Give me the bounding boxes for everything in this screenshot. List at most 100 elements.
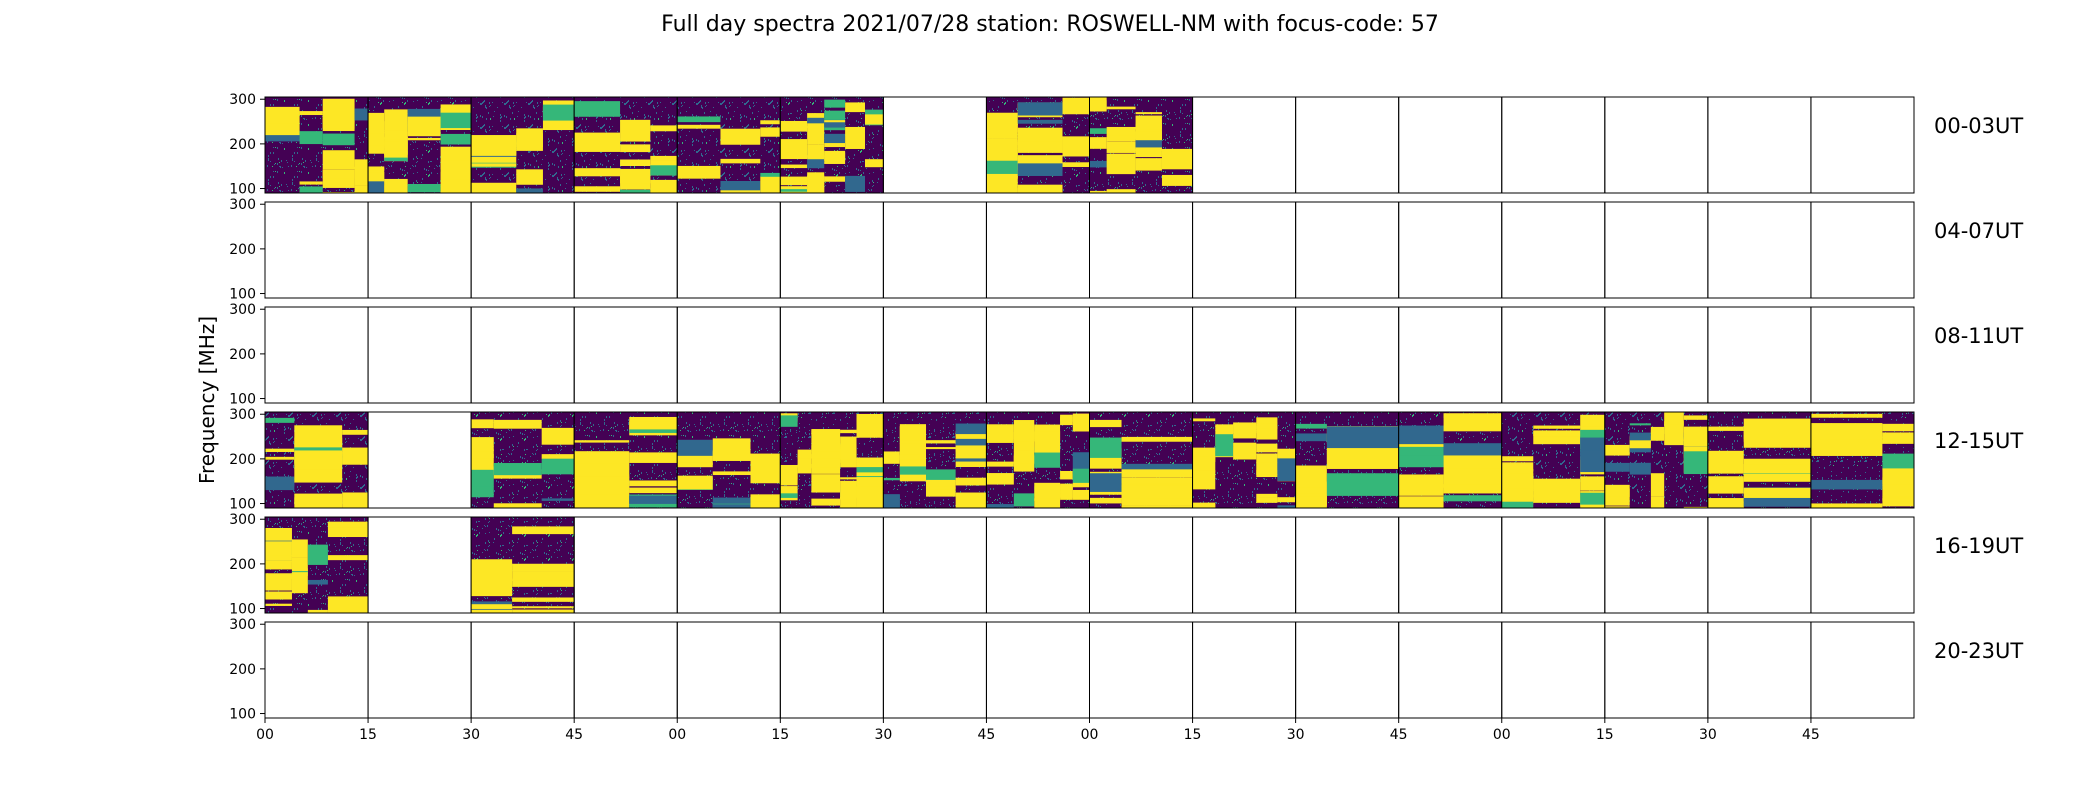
empty-panel [676, 306, 781, 404]
empty-panel [367, 306, 472, 404]
x-tick-label: 45 [565, 727, 583, 743]
spectrogram-panel [882, 411, 987, 509]
spectrogram-panel [1089, 411, 1194, 509]
empty-panel [264, 306, 369, 404]
spectrogram-panel [1295, 411, 1400, 509]
y-tick-label: 200 [229, 242, 256, 258]
empty-panel [1398, 516, 1503, 614]
x-tick-label: 15 [1596, 727, 1614, 743]
empty-panel [1089, 306, 1194, 404]
spectrogram-panel [676, 96, 781, 194]
y-tick-label: 100 [229, 602, 256, 618]
empty-panel [1501, 201, 1606, 299]
row-time-label: 12-15UT [1934, 429, 2023, 453]
y-tick-label: 300 [229, 512, 256, 528]
empty-panel [573, 621, 678, 719]
empty-panel [1398, 96, 1503, 194]
y-tick-label: 300 [229, 302, 256, 318]
x-tick-label: 30 [1699, 727, 1717, 743]
empty-panel [1089, 621, 1194, 719]
y-tick-label: 100 [229, 497, 256, 513]
empty-panel [676, 201, 781, 299]
empty-panel [1089, 516, 1194, 614]
empty-panel [1192, 621, 1297, 719]
spectrogram-panel [779, 411, 884, 509]
empty-panel [367, 411, 472, 509]
spectrogram-panel [1398, 411, 1503, 509]
empty-panel [1398, 201, 1503, 299]
empty-panel [779, 201, 884, 299]
empty-panel [1089, 201, 1194, 299]
spectrogram-panel [1501, 411, 1606, 509]
empty-panel [470, 306, 575, 404]
row-time-label: 20-23UT [1934, 639, 2023, 663]
spectrogram-panel [264, 516, 369, 614]
y-tick-label: 300 [229, 617, 256, 633]
row-time-label: 16-19UT [1934, 534, 2023, 558]
x-tick-label: 45 [978, 727, 996, 743]
empty-panel [264, 201, 369, 299]
empty-panel [367, 516, 472, 614]
empty-panel [985, 306, 1090, 404]
empty-panel [1707, 621, 1812, 719]
spectrogram-panel [1604, 411, 1709, 509]
y-tick-label: 300 [229, 92, 256, 108]
spectrogram-panel [1192, 411, 1297, 509]
empty-panel [1707, 201, 1812, 299]
empty-panel [1192, 306, 1297, 404]
x-tick-label: 30 [462, 727, 480, 743]
empty-panel [1604, 201, 1709, 299]
empty-panel [1810, 621, 1915, 719]
empty-panel [1295, 96, 1400, 194]
empty-panel [1604, 96, 1709, 194]
spectra-row: 300 200 100 00-03UT [229, 92, 2023, 197]
spectrogram-panel [367, 96, 472, 194]
x-tick-label: 30 [874, 727, 892, 743]
empty-panel [1501, 96, 1606, 194]
empty-panel [573, 201, 678, 299]
empty-panel [676, 516, 781, 614]
empty-panel [985, 621, 1090, 719]
row-time-label: 08-11UT [1934, 324, 2023, 348]
empty-panel [1810, 201, 1915, 299]
x-tick-label: 45 [1802, 727, 1820, 743]
empty-panel [573, 306, 678, 404]
spectrogram-panel [573, 411, 678, 509]
empty-panel [1295, 516, 1400, 614]
empty-panel [1810, 96, 1915, 194]
x-tick-label: 15 [359, 727, 377, 743]
row-time-label: 00-03UT [1934, 114, 2023, 138]
x-tick-label: 00 [256, 727, 274, 743]
y-tick-label: 200 [229, 137, 256, 153]
spectrogram-panel [985, 96, 1090, 194]
x-tick-label: 15 [1184, 727, 1202, 743]
empty-panel [676, 621, 781, 719]
empty-panel [367, 201, 472, 299]
y-tick-label: 200 [229, 452, 256, 468]
empty-panel [1295, 306, 1400, 404]
empty-panel [1192, 516, 1297, 614]
empty-panel [1295, 201, 1400, 299]
empty-panel [1707, 96, 1812, 194]
spectra-row: 300 200 100 04-07UT [229, 197, 2023, 302]
empty-panel [1192, 96, 1297, 194]
y-axis-label: Frequency [MHz] [195, 316, 219, 484]
empty-panel [367, 621, 472, 719]
spectra-row: 300 200 100 20-23UT [229, 617, 2023, 722]
spectrogram-panel [264, 411, 369, 509]
empty-panel [1398, 621, 1503, 719]
spectra-grid: 300 200 100 00-03UT 300 200 100 04-07UT 300 200 10… [229, 92, 2023, 743]
x-tick-label: 00 [668, 727, 686, 743]
y-tick-label: 300 [229, 407, 256, 423]
spectra-row: 300 200 100 16-19UT [229, 512, 2023, 617]
y-tick-label: 200 [229, 347, 256, 363]
empty-panel [1707, 306, 1812, 404]
x-tick-label: 30 [1287, 727, 1305, 743]
spectra-row: 300 200 100 08-11UT [229, 302, 2023, 407]
y-tick-label: 100 [229, 182, 256, 198]
empty-panel [882, 96, 987, 194]
empty-panel [1501, 621, 1606, 719]
empty-panel [779, 516, 884, 614]
empty-panel [1192, 201, 1297, 299]
